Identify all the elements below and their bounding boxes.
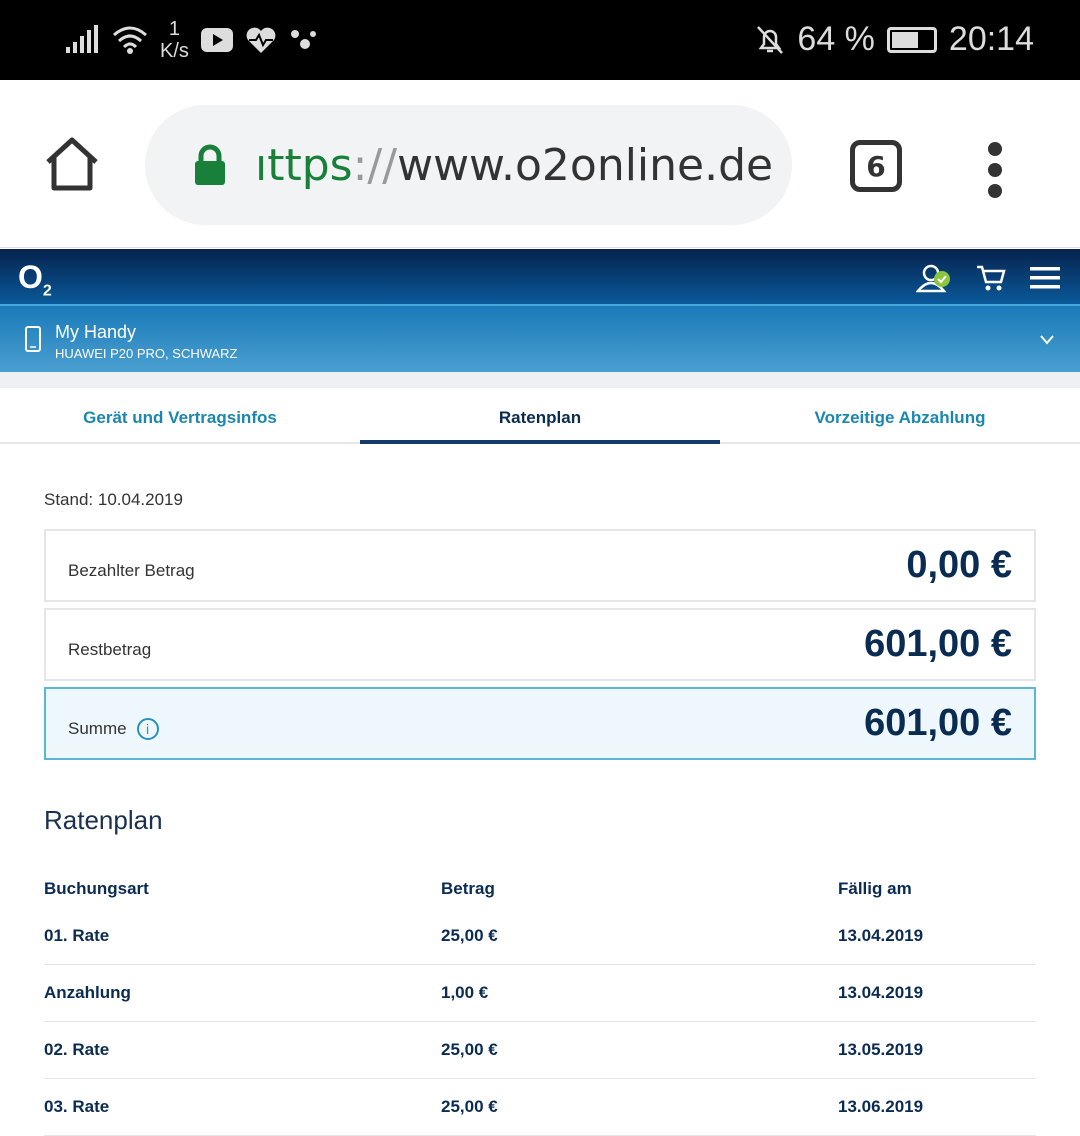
network-speed: 1 K/s [160,18,189,62]
youtube-icon [200,28,233,52]
phone-icon [25,326,41,352]
home-icon[interactable] [44,136,100,192]
total-amount-box: Summe i 601,00 € [44,687,1036,760]
status-bar: 1 K/s 64 % 20:14 [0,0,1080,80]
hamburger-menu-icon[interactable] [1030,266,1060,290]
payment-plan-table: Buchungsart Betrag Fällig am 01. Rate 25,… [44,870,1036,1136]
tab-bar: Gerät und Vertragsinfos Ratenplan Vorzei… [0,388,1080,444]
table-row: 01. Rate 25,00 €13.04.2019 [44,908,1036,965]
paid-amount-box: Bezahlter Betrag 0,00 € [44,529,1036,602]
wifi-icon [113,26,147,54]
cart-icon[interactable] [976,264,1006,292]
lock-icon [195,144,225,185]
section-title: Ratenplan [44,805,163,835]
table-row: 02. Rate 25,00 €13.05.2019 [44,1022,1036,1079]
signal-icon [66,25,98,53]
bell-off-icon [757,25,784,54]
table-header: Buchungsart Betrag Fällig am [44,879,912,898]
address-bar[interactable]: ıttps://www.o2online.de [145,105,792,225]
chevron-down-icon[interactable] [1040,335,1054,345]
remaining-amount-box: Restbetrag 601,00 € [44,608,1036,681]
browser-toolbar: ıttps://www.o2online.de 6 [0,80,1080,248]
info-icon[interactable]: i [136,717,159,740]
battery-percent: 64 % [797,20,875,58]
o2-logo[interactable]: O2 [18,259,52,300]
battery-icon [886,26,937,53]
stand-date: Stand: 10.04.2019 [44,490,183,509]
tab-geraet[interactable]: Gerät und Vertragsinfos [83,408,277,427]
table-row: Anzahlung 1,00 €13.04.2019 [44,965,1036,1022]
site-header: O2 [0,249,1080,304]
assistant-icon [290,30,316,49]
health-icon [246,27,276,53]
tab-vorzeitige-abzahlung[interactable]: Vorzeitige Abzahlung [814,408,986,427]
table-row: 03. Rate 25,00 €13.06.2019 [44,1079,1036,1136]
tab-ratenplan[interactable]: Ratenplan [360,388,720,444]
device-selector[interactable]: My Handy HUAWEI P20 PRO, SCHWARZ [0,304,1080,372]
account-icon[interactable] [916,263,952,293]
tab-switcher-button[interactable]: 6 [850,140,902,192]
more-menu-icon[interactable] [988,142,1002,198]
clock: 20:14 [948,20,1034,58]
